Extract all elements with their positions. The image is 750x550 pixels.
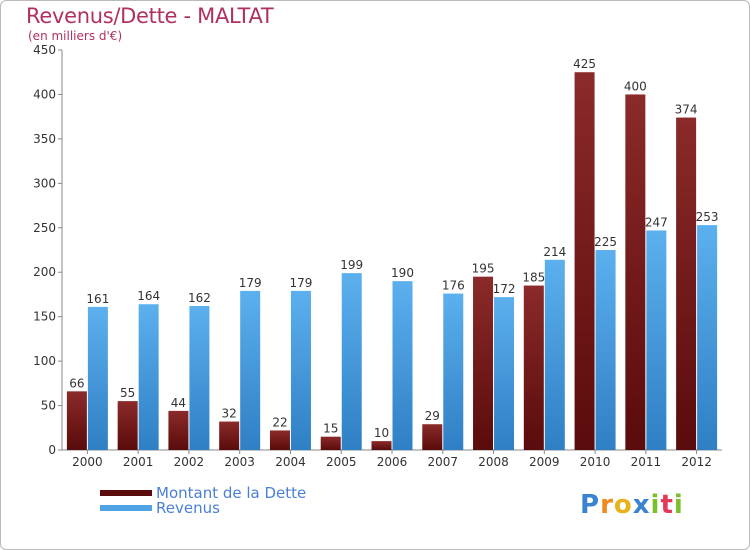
data-label-revenus: 161 [86,292,109,306]
logo-letter: i [673,490,684,520]
bar-revenus [443,293,464,450]
y-tick-label: 200 [33,265,56,279]
data-label-revenus: 176 [442,279,465,293]
x-tick-label: 2010 [580,455,611,469]
x-tick-label: 2005 [326,455,357,469]
logo-letter: o [613,490,633,520]
bar-revenus [595,250,616,450]
x-tick-label: 2008 [478,455,509,469]
data-label-dette: 15 [323,422,338,436]
legend-label-dette: Montant de la Dette [156,483,307,502]
data-label-dette: 55 [120,386,135,400]
data-label-dette: 66 [69,376,84,390]
data-label-dette: 10 [374,426,389,440]
data-label-revenus: 214 [543,245,566,259]
x-tick-label: 2003 [224,455,255,469]
bar-revenus [138,304,159,450]
legend-swatch-revenus [100,504,152,511]
y-tick-label: 250 [33,221,56,235]
data-label-revenus: 162 [188,291,211,305]
data-label-revenus: 225 [594,235,617,249]
chart-title: Revenus/Dette - MALTAT [26,4,274,28]
data-label-dette: 44 [171,396,186,410]
logo-letter: t [660,490,674,520]
y-tick-label: 150 [33,310,56,324]
bar-revenus [392,281,413,450]
bar-dette [219,421,240,450]
data-label-dette: 374 [675,103,698,117]
y-tick-label: 400 [33,87,56,101]
data-label-revenus: 199 [340,258,363,272]
x-tick-label: 2002 [174,455,205,469]
data-label-dette: 195 [472,262,495,276]
bar-revenus [697,225,718,450]
y-tick-label: 450 [33,43,56,57]
bar-revenus [240,290,261,450]
logo-letter: r [600,490,614,520]
x-tick-label: 2006 [377,455,408,469]
bar-revenus [544,259,565,450]
bar-dette [625,94,646,450]
x-tick-label: 2012 [681,455,712,469]
y-tick-label: 100 [33,354,56,368]
logo-letter: i [650,490,661,520]
legend-label-revenus: Revenus [156,498,220,517]
bar-dette [523,285,544,450]
bar-dette [66,391,87,450]
logo-letter: x [632,490,651,520]
legend-swatch-dette [100,489,152,496]
data-label-revenus: 253 [696,210,719,224]
logo-letter: P [580,490,601,520]
x-tick-label: 2004 [275,455,306,469]
bar-dette [320,436,341,450]
bar-dette [269,430,290,450]
data-label-dette: 22 [272,415,287,429]
bar-dette [168,410,189,450]
bar-revenus [290,290,311,450]
data-label-revenus: 179 [239,276,262,290]
bar-dette [371,441,392,450]
data-label-revenus: 172 [493,282,516,296]
bar-revenus [646,230,667,450]
data-label-dette: 425 [573,57,596,71]
data-label-dette: 400 [624,79,647,93]
bar-revenus [494,297,515,450]
legend: Montant de la Dette Revenus [100,483,307,517]
bar-revenus [341,273,362,450]
data-label-dette: 32 [222,407,237,421]
bar-revenus [87,306,108,450]
bar-dette [574,72,595,450]
legend-item-revenus: Revenus [100,498,306,517]
y-tick-label: 0 [48,443,56,457]
x-tick-label: 2011 [631,455,662,469]
bar-revenus [189,306,210,450]
proxiti-logo: Proxiti [580,490,684,520]
chart-subtitle: (en milliers d'€) [28,29,123,43]
y-tick-label: 50 [41,399,56,413]
x-tick-label: 2001 [123,455,154,469]
data-label-dette: 185 [522,271,545,285]
data-label-revenus: 190 [391,266,414,280]
x-tick-label: 2009 [529,455,560,469]
y-tick-label: 300 [33,176,56,190]
bar-dette [676,117,697,451]
data-label-dette: 29 [425,409,440,423]
x-tick-label: 2000 [72,455,103,469]
y-tick-label: 350 [33,132,56,146]
bar-dette [422,424,443,450]
data-label-revenus: 164 [137,289,160,303]
data-label-revenus: 179 [290,276,313,290]
data-label-revenus: 247 [645,215,668,229]
x-tick-label: 2007 [427,455,458,469]
bar-dette [473,276,494,450]
legend-item-dette: Montant de la Dette [100,483,307,502]
bar-dette [117,401,138,450]
